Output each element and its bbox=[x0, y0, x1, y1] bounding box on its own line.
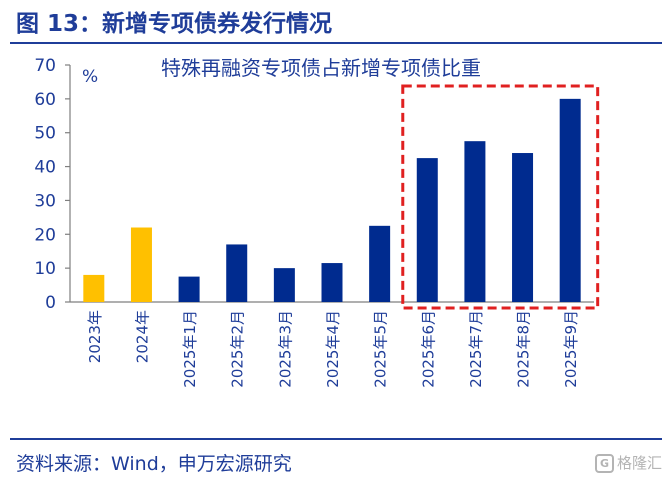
bar-2 bbox=[130, 227, 152, 302]
bar-3 bbox=[178, 276, 200, 302]
y-tick-label: 60 bbox=[34, 90, 56, 110]
x-tick-label: 2025年9月 bbox=[562, 310, 580, 388]
bar-1 bbox=[83, 274, 105, 302]
y-ticks: 0 10 20 30 40 50 60 70 bbox=[34, 56, 70, 313]
y-tick-label: 50 bbox=[34, 124, 56, 144]
figure-title: 图 13：新增专项债券发行情况 bbox=[16, 11, 333, 37]
y-tick-label: 0 bbox=[45, 293, 56, 313]
x-tick-label: 2024年 bbox=[133, 310, 151, 363]
bottom-rule bbox=[10, 438, 662, 440]
watermark-text: 格隆汇 bbox=[616, 454, 662, 472]
chart-title: 特殊再融资专项债占新增专项债比重 bbox=[161, 56, 481, 80]
y-tick-label: 10 bbox=[34, 259, 56, 279]
x-tick-labels: 2023年 2024年 2025年1月 2025年2月 2025年3月 2025年4月 20… bbox=[86, 310, 580, 388]
x-tick-label: 2025年2月 bbox=[229, 310, 247, 388]
x-tick-label: 2025年4月 bbox=[324, 310, 342, 388]
watermark-logo-icon: G bbox=[594, 454, 614, 473]
top-rule bbox=[10, 42, 662, 44]
x-tick-label: 2025年6月 bbox=[419, 310, 437, 388]
bar-4 bbox=[226, 244, 248, 302]
watermark: G 格隆汇 bbox=[594, 452, 662, 473]
y-tick-label: 70 bbox=[34, 56, 56, 76]
bar-10 bbox=[512, 153, 534, 302]
bar-chart: 特殊再融资专项债占新增专项债比重 % 0 10 20 30 40 50 60 70 2023年… bbox=[34, 56, 600, 388]
bar-11 bbox=[559, 98, 581, 302]
y-tick-label: 40 bbox=[34, 158, 56, 178]
bar-6 bbox=[321, 263, 343, 302]
source-note: 资料来源：Wind，申万宏源研究 bbox=[16, 453, 292, 475]
y-tick-label: 30 bbox=[34, 191, 56, 211]
x-tick-label: 2025年5月 bbox=[372, 310, 390, 388]
x-tick-label: 2023年 bbox=[86, 310, 104, 363]
highlight-box bbox=[401, 84, 600, 310]
x-tick-label: 2025年7月 bbox=[467, 310, 485, 388]
bar-5 bbox=[273, 268, 295, 302]
bars bbox=[83, 98, 581, 302]
x-tick-label: 2025年8月 bbox=[515, 310, 533, 388]
y-tick-label: 20 bbox=[34, 225, 56, 245]
x-tick-label: 2025年3月 bbox=[276, 310, 294, 388]
bar-8 bbox=[416, 158, 438, 302]
y-axis-unit: % bbox=[82, 67, 98, 87]
bar-9 bbox=[464, 141, 486, 302]
x-tick-label: 2025年1月 bbox=[181, 310, 199, 388]
bar-7 bbox=[369, 225, 391, 302]
